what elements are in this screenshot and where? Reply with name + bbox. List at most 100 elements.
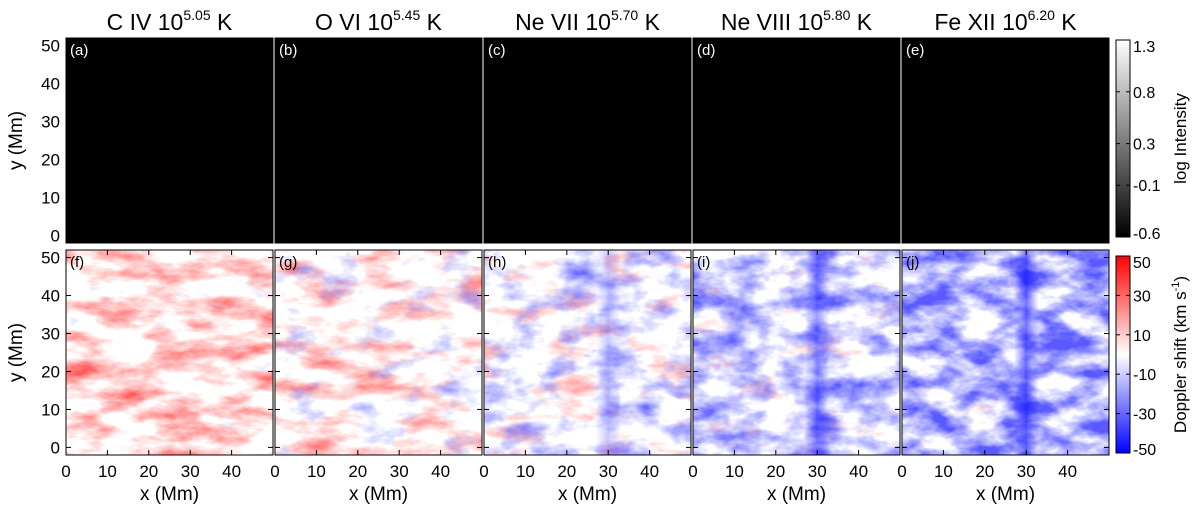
colorbar-tick-label: 10 [1133, 328, 1151, 345]
y-tick-label: 30 [41, 325, 60, 344]
colorbar-gradient [1115, 255, 1131, 454]
y-tick-label: 30 [41, 113, 60, 132]
colorbar-tick-label: -10 [1133, 367, 1156, 384]
x-tick-label: 30 [390, 462, 409, 481]
panel-frame [65, 249, 274, 456]
panel-label: (d) [697, 42, 715, 59]
axes-group: C IV 105.05 K O VI 105.45 K Ne VII 105.70 … [6, 7, 1077, 505]
panel-title: Fe XII 106.20 K [934, 7, 1077, 35]
colorbar-tick-label: -30 [1133, 407, 1156, 424]
y-tick-label: 40 [41, 75, 60, 94]
colorbar-label: log Intensity [1171, 93, 1190, 184]
y-axis-label: y (Mm) [6, 111, 27, 170]
x-tick-label: 10 [934, 462, 953, 481]
x-tick-label: 20 [139, 462, 158, 481]
panel-label: (a) [70, 42, 88, 59]
panel-frame [483, 37, 692, 244]
panel-frame [692, 37, 901, 244]
panel-label: (c) [488, 42, 506, 59]
x-tick-label: 10 [725, 462, 744, 481]
colorbar-tick-label: 1.3 [1133, 39, 1155, 56]
x-tick-label: 20 [348, 462, 367, 481]
panel-frame [274, 249, 483, 456]
intensity-panel-3: (c) [483, 37, 692, 244]
x-tick-label: 10 [98, 462, 117, 481]
x-tick-label: 40 [849, 462, 868, 481]
doppler-panel-1: (f) [65, 249, 274, 456]
x-tick-label: 40 [1058, 462, 1077, 481]
doppler-panel-2: (g) [274, 249, 483, 456]
panel-frame [692, 249, 901, 456]
y-tick-label: 0 [51, 438, 60, 457]
intensity-panel-1: (a) [65, 37, 274, 244]
panels-group: (a) (b) (c) (d) (e) (f) (g) (h) (i) (j) [65, 37, 1110, 456]
colorbar-tick-label: -0.6 [1133, 226, 1161, 243]
panel-frame [901, 37, 1110, 244]
colorbar-label: Doppler shift (km s-1) [1170, 276, 1190, 433]
x-tick-label: 0 [61, 462, 70, 481]
panel-frame [901, 249, 1110, 456]
x-tick-label: 0 [479, 462, 488, 481]
intensity-panel-5: (e) [901, 37, 1110, 244]
y-tick-label: 20 [41, 362, 60, 381]
x-tick-label: 20 [557, 462, 576, 481]
doppler-colorbar: 50 30 10 -10 -30 -50 Doppler shift (km s-1) [1115, 255, 1190, 459]
y-tick-label: 10 [41, 188, 60, 207]
panel-title: O VI 105.45 K [315, 7, 443, 35]
panel-label: (b) [279, 42, 297, 59]
colorbar-tick-label: -0.1 [1133, 178, 1161, 195]
colorbar-tick-label: 50 [1133, 255, 1151, 272]
panel-label: (i) [697, 254, 710, 271]
x-tick-label: 0 [897, 462, 906, 481]
x-tick-label: 10 [516, 462, 535, 481]
intensity-panel-4: (d) [692, 37, 901, 244]
panel-frame [274, 37, 483, 244]
x-tick-label: 30 [808, 462, 827, 481]
x-tick-label: 10 [307, 462, 326, 481]
doppler-panel-5: (j) [901, 249, 1110, 456]
colorbar-tick-label: 0.3 [1133, 137, 1155, 154]
y-axis-label: y (Mm) [6, 323, 27, 382]
doppler-panel-3: (h) [483, 249, 692, 456]
panel-label: (h) [488, 254, 506, 271]
panel-label: (f) [70, 254, 84, 271]
x-tick-label: 20 [766, 462, 785, 481]
x-tick-label: 40 [222, 462, 241, 481]
x-tick-label: 30 [599, 462, 618, 481]
y-tick-label: 10 [41, 400, 60, 419]
x-axis-label: x (Mm) [140, 484, 199, 505]
y-tick-label: 50 [41, 249, 60, 268]
y-tick-label: 50 [41, 37, 60, 56]
colorbars-group: 1.3 0.8 0.3 -0.1 -0.6 log Intensity 50 30 10 -10 -… [1115, 39, 1190, 459]
panel-label: (g) [279, 254, 297, 271]
x-tick-label: 30 [181, 462, 200, 481]
y-tick-label: 0 [51, 226, 60, 245]
x-tick-label: 0 [270, 462, 279, 481]
x-tick-label: 20 [975, 462, 994, 481]
intensity-colorbar: 1.3 0.8 0.3 -0.1 -0.6 log Intensity [1115, 39, 1190, 243]
colorbar-tick-label: -50 [1133, 442, 1156, 459]
colorbar-gradient [1115, 39, 1131, 238]
intensity-panel-2: (b) [274, 37, 483, 244]
x-axis-label: x (Mm) [767, 484, 826, 505]
x-tick-label: 0 [688, 462, 697, 481]
colorbar-tick-label: 0.8 [1133, 85, 1155, 102]
x-tick-label: 40 [640, 462, 659, 481]
panel-label: (e) [906, 42, 924, 59]
colorbar-tick-label: 30 [1133, 288, 1151, 305]
panel-frame [65, 37, 274, 244]
x-axis-label: x (Mm) [349, 484, 408, 505]
panel-label: (j) [906, 254, 919, 271]
y-tick-label: 20 [41, 150, 60, 169]
x-tick-label: 30 [1017, 462, 1036, 481]
x-axis-label: x (Mm) [976, 484, 1035, 505]
panel-frame [483, 249, 692, 456]
panel-title: Ne VIII 105.80 K [721, 7, 873, 35]
x-tick-label: 40 [431, 462, 450, 481]
x-axis-label: x (Mm) [558, 484, 617, 505]
panel-title: Ne VII 105.70 K [515, 7, 661, 35]
panel-title: C IV 105.05 K [107, 7, 233, 35]
doppler-panel-4: (i) [692, 249, 901, 456]
y-tick-label: 40 [41, 287, 60, 306]
